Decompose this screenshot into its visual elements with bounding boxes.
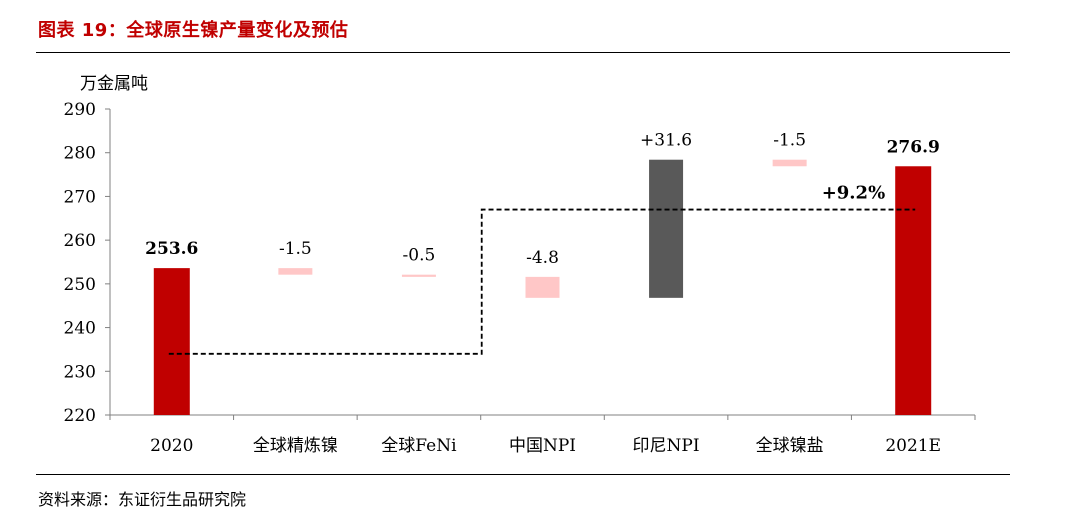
y-axis-label: 万金属吨 xyxy=(80,74,148,94)
x-tick-label: 全球FeNi xyxy=(381,436,457,456)
y-tick-label: 250 xyxy=(64,275,96,295)
bar-increase xyxy=(649,159,684,298)
x-tick-label: 2021E xyxy=(885,436,941,456)
data-label: 253.6 xyxy=(145,239,198,259)
y-tick-label: 290 xyxy=(64,100,96,120)
y-tick-label: 280 xyxy=(64,144,96,164)
bottom-rule xyxy=(36,474,1010,475)
data-label: -0.5 xyxy=(403,246,436,266)
growth-annotation: +9.2% xyxy=(168,183,916,355)
growth-label: +9.2% xyxy=(822,183,886,204)
y-tick-label: 260 xyxy=(64,231,96,251)
source-note: 资料来源：东证衍生品研究院 xyxy=(38,490,247,509)
bar-decrease xyxy=(278,268,313,275)
bar-total xyxy=(153,268,190,415)
top-rule xyxy=(36,52,1010,53)
data-label: +31.6 xyxy=(640,131,692,151)
x-tick-label: 中国NPI xyxy=(509,436,576,456)
bars: 253.6 -1.5 -0.5 -4.8 +31.6 -1.5 276.9 xyxy=(145,131,940,415)
y-tick-label: 220 xyxy=(64,406,96,426)
bar-decrease xyxy=(772,159,807,167)
y-tick-label: 240 xyxy=(64,319,96,339)
bar-decrease xyxy=(401,274,436,277)
bar-decrease xyxy=(525,276,560,298)
x-tick-label: 印尼NPI xyxy=(633,436,700,456)
y-tick-label: 270 xyxy=(64,187,96,207)
x-tick-label: 全球精炼镍 xyxy=(253,436,338,456)
figure-title: 图表 19：全球原生镍产量变化及预估 xyxy=(38,20,349,41)
data-label: 276.9 xyxy=(887,137,940,157)
data-label: -1.5 xyxy=(279,239,312,259)
x-tick-label: 2020 xyxy=(150,436,193,456)
data-label: -4.8 xyxy=(526,248,559,268)
data-label: -1.5 xyxy=(773,131,806,151)
y-tick-label: 230 xyxy=(64,362,96,382)
bar-total xyxy=(895,166,932,415)
growth-dashed-line xyxy=(168,208,916,355)
x-axis: 2020 全球精炼镍 全球FeNi 中国NPI 印尼NPI 全球镍盐 2021E xyxy=(109,414,976,456)
y-axis: 220 230 240 250 260 270 280 290 xyxy=(64,100,111,426)
x-tick-label: 全球镍盐 xyxy=(756,436,824,456)
